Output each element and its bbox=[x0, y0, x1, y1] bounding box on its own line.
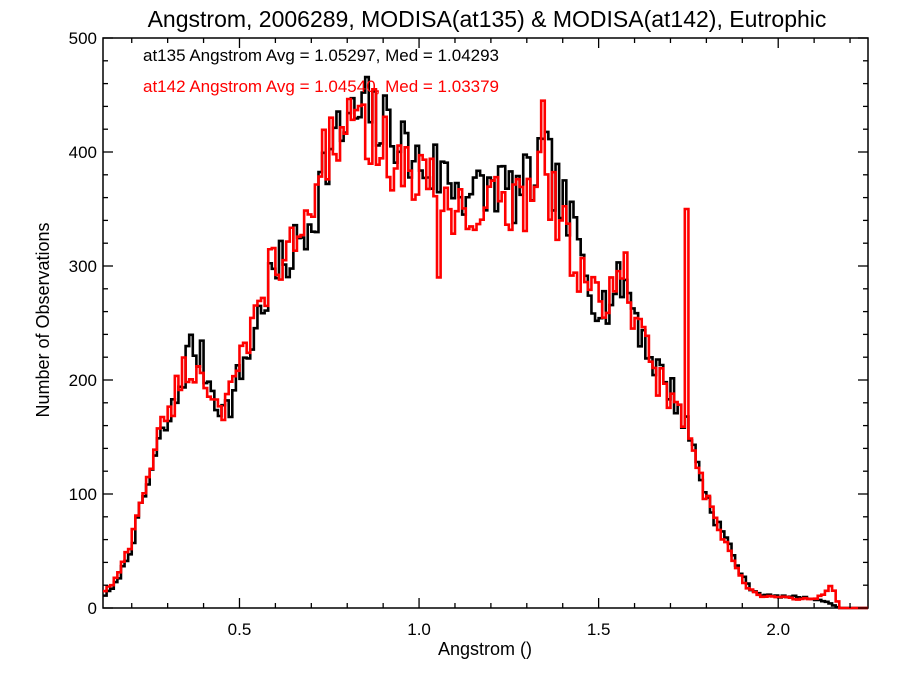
plot-frame bbox=[102, 37, 869, 609]
legend-entry-at142: at142 Angstrom Avg = 1.04540, Med = 1.03… bbox=[143, 77, 499, 96]
chart-title: Angstrom, 2006289, MODISA(at135) & MODIS… bbox=[148, 6, 827, 32]
x-tick-label: 0.5 bbox=[228, 620, 252, 639]
axis-ticks bbox=[103, 37, 868, 609]
x-tick-label: 1.5 bbox=[587, 620, 611, 639]
series-line-1 bbox=[103, 88, 868, 610]
series-layer bbox=[103, 75, 868, 610]
series-line-0 bbox=[103, 75, 868, 610]
y-tick-label: 100 bbox=[69, 485, 97, 504]
tick-labels: 0.5 1.0 1.5 2.0 0 100 200 300 400 500 bbox=[69, 29, 790, 639]
legend-entry-at135: at135 Angstrom Avg = 1.05297, Med = 1.04… bbox=[143, 46, 499, 65]
y-axis-label: Number of Observations bbox=[33, 222, 53, 417]
x-axis-label: Angstrom () bbox=[438, 639, 532, 659]
x-tick-label: 2.0 bbox=[766, 620, 790, 639]
y-tick-label: 400 bbox=[69, 143, 97, 162]
y-tick-label: 0 bbox=[88, 599, 97, 618]
y-tick-label: 300 bbox=[69, 257, 97, 276]
x-tick-label: 1.0 bbox=[407, 620, 431, 639]
y-tick-label: 200 bbox=[69, 371, 97, 390]
y-tick-label: 500 bbox=[69, 29, 97, 48]
